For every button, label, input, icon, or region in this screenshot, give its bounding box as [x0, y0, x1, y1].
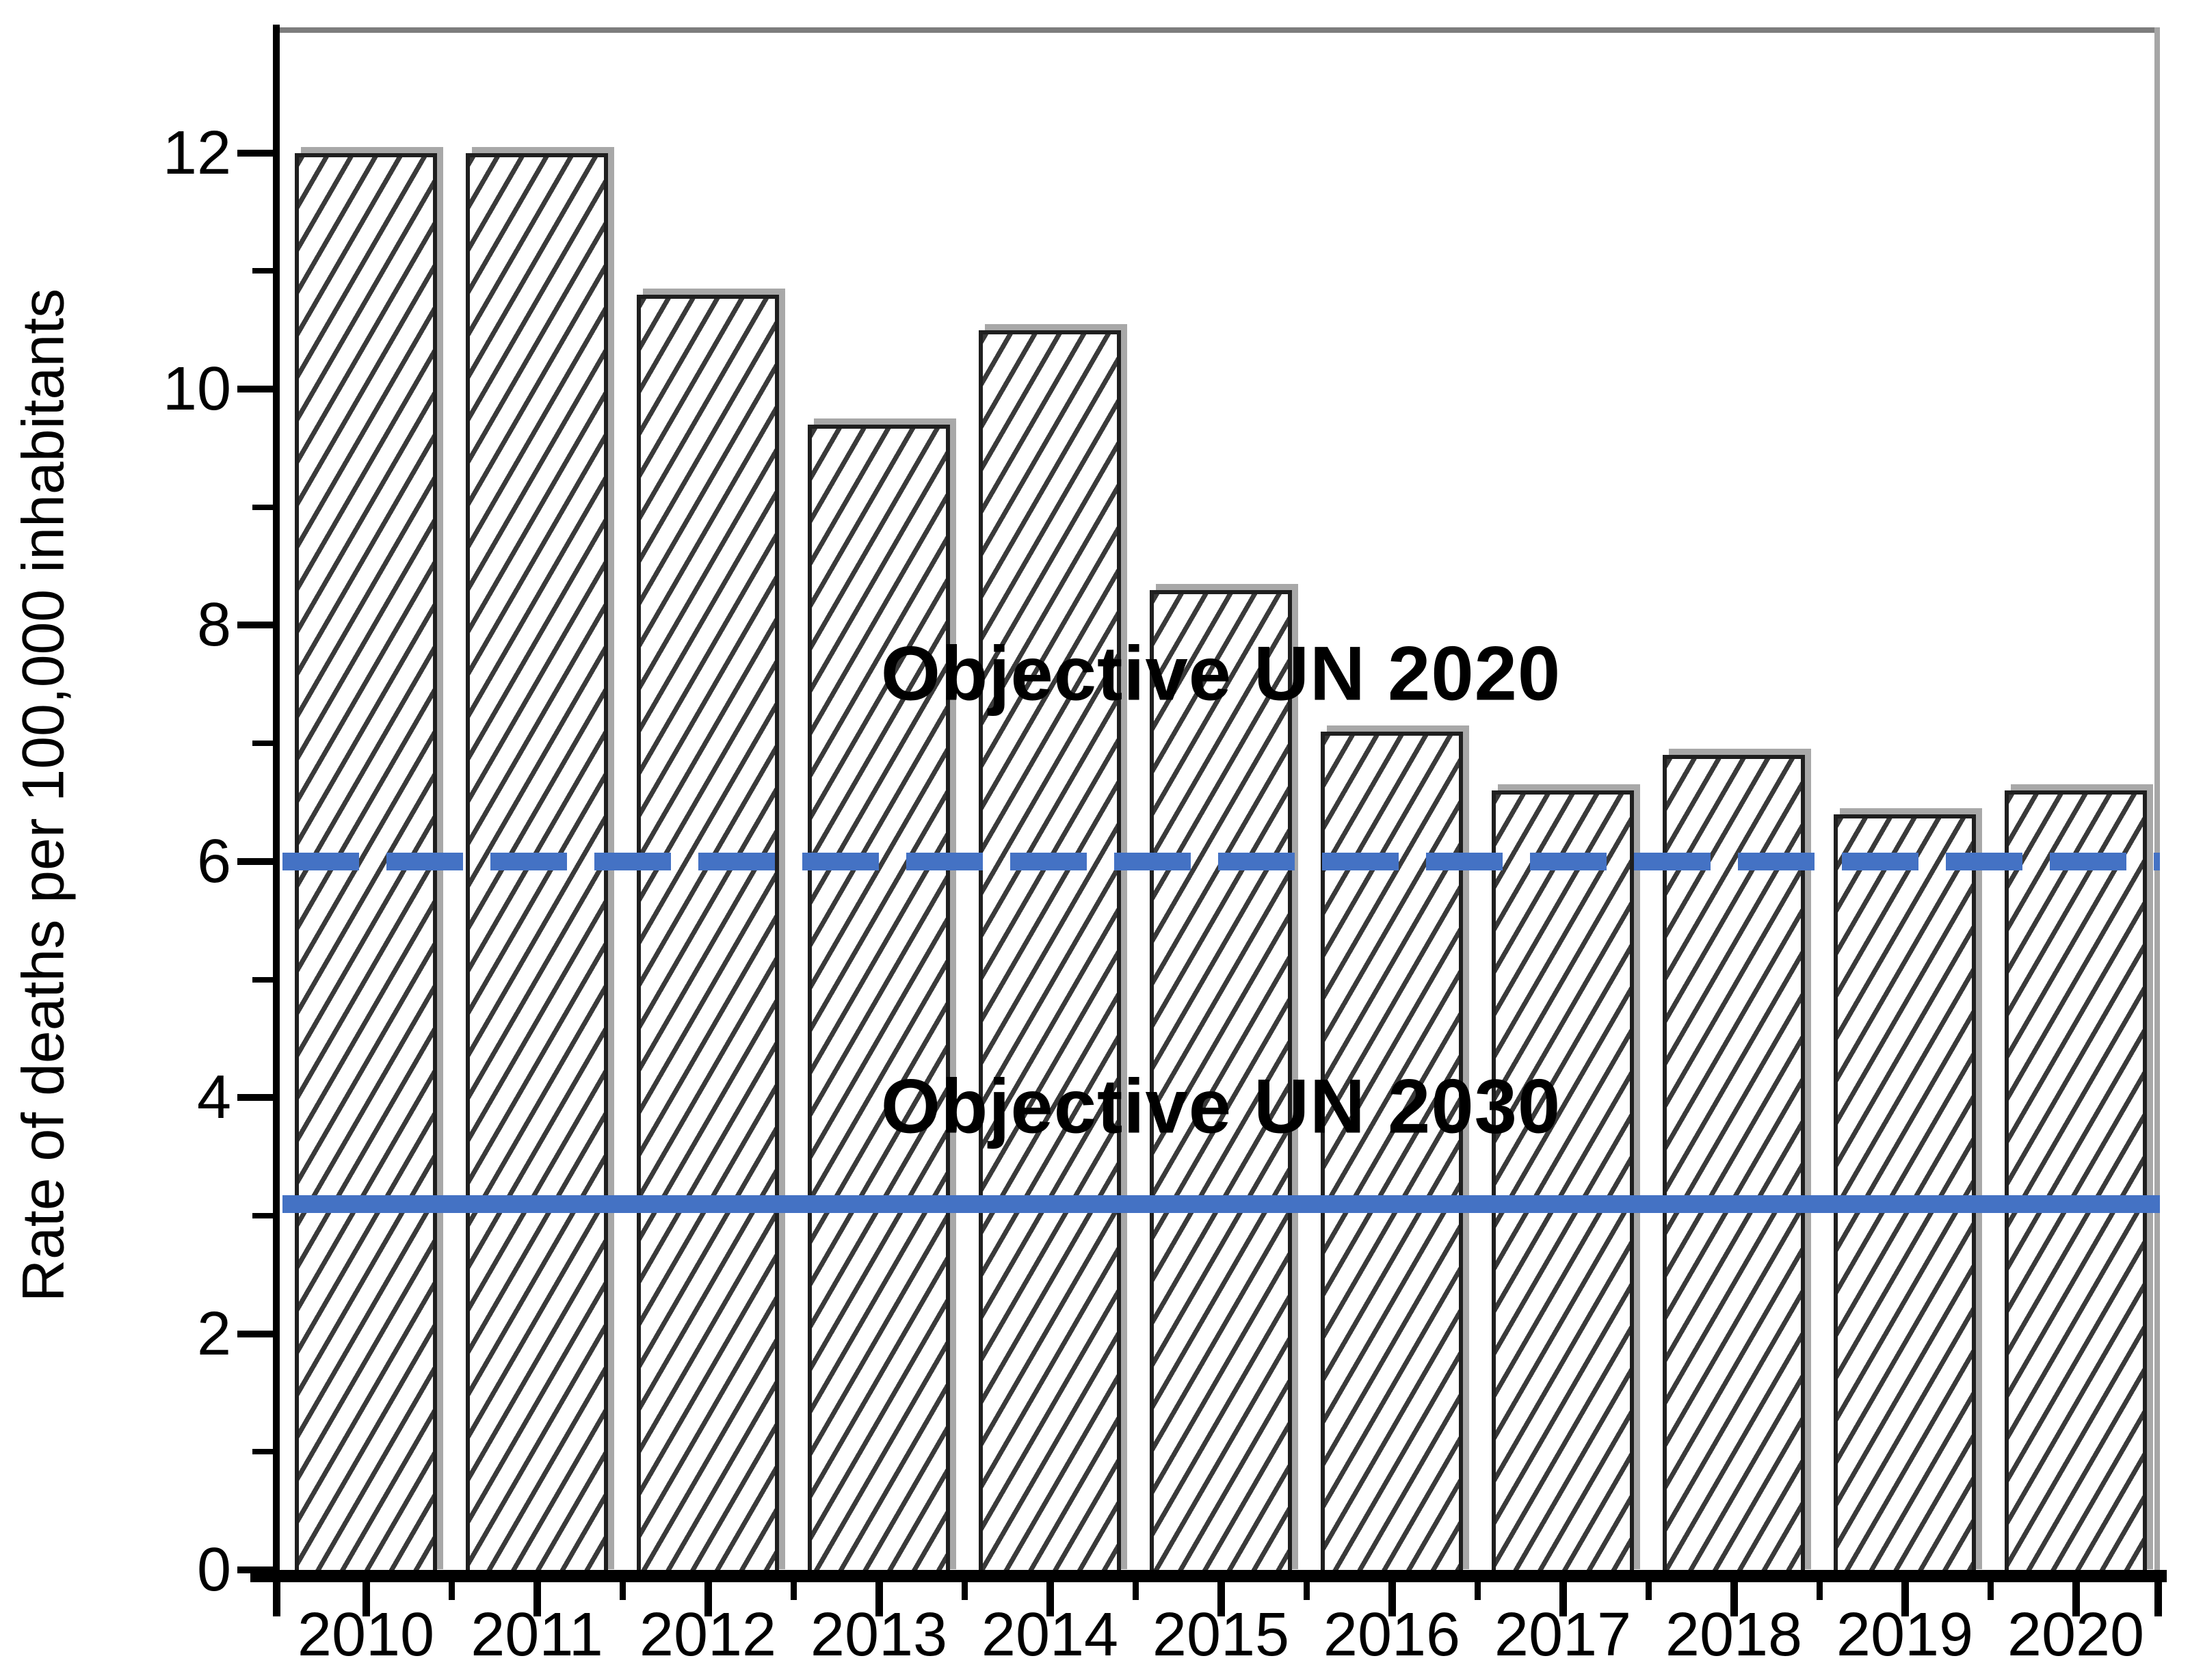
- y-axis-minor-tick-5: [252, 976, 273, 983]
- x-axis-minor-tick-2012-2013: [791, 1579, 797, 1600]
- bar-2017: [1492, 790, 1634, 1575]
- y-axis-major-tick-6: [237, 857, 273, 865]
- x-axis-tick-label-2014: 2014: [981, 1601, 1119, 1669]
- x-axis-minor-tick-2014-2015: [1133, 1579, 1139, 1600]
- x-axis-minor-tick-2018-2019: [1817, 1579, 1823, 1600]
- y-axis-minor-tick-1: [252, 1449, 273, 1455]
- x-axis-tick-label-2018: 2018: [1665, 1601, 1803, 1669]
- objective-un-2030-label: Objective UN 2030: [880, 1063, 1561, 1149]
- x-axis-tick-label-2016: 2016: [1323, 1601, 1461, 1669]
- x-axis-minor-tick-2011-2012: [620, 1579, 626, 1600]
- x-axis-tick-label-2015: 2015: [1152, 1601, 1290, 1669]
- x-axis-line: [250, 1570, 2167, 1582]
- bar-2014: [979, 330, 1121, 1575]
- bar-2013: [808, 425, 950, 1575]
- x-axis-major-tick-2020: [2072, 1579, 2080, 1616]
- bar-2018: [1663, 755, 1805, 1575]
- y-axis-minor-tick-11: [252, 268, 273, 274]
- y-axis-line: [273, 25, 280, 1605]
- plot-frame-right: [2154, 27, 2160, 1582]
- x-axis-tick-label-2012: 2012: [639, 1601, 777, 1669]
- y-axis-title: Rate of deaths per 100,000 inhabitants: [10, 288, 77, 1303]
- y-axis-minor-tick-3: [252, 1212, 273, 1218]
- x-axis-tick-label-2019: 2019: [1836, 1601, 1974, 1669]
- x-axis-tick-label-2011: 2011: [471, 1601, 603, 1669]
- x-axis-minor-tick-2017-2018: [1646, 1579, 1652, 1600]
- y-axis-tick-label-12: 12: [162, 118, 231, 187]
- x-axis-minor-tick-2015-2016: [1304, 1579, 1310, 1600]
- y-axis-tick-label-6: 6: [196, 827, 231, 896]
- objective-un-2020-label: Objective UN 2020: [880, 630, 1561, 717]
- x-axis-tick-label-2017: 2017: [1494, 1601, 1632, 1669]
- bar-2019: [1834, 814, 1976, 1575]
- y-axis-major-tick-10: [237, 386, 273, 392]
- x-axis-major-tick-2019: [1901, 1579, 1909, 1616]
- bar-2020: [2005, 790, 2147, 1575]
- y-axis-minor-tick-7: [252, 741, 273, 747]
- objective-line-un-2020: [282, 852, 2160, 870]
- x-axis-minor-tick-2013-2014: [962, 1579, 968, 1600]
- objective-line-un-2030: [282, 1195, 2160, 1213]
- x-axis-major-tick-2014: [1046, 1579, 1054, 1616]
- plot-frame-top: [273, 27, 2160, 33]
- x-axis-major-tick-2017: [1559, 1579, 1567, 1616]
- y-axis-tick-label-8: 8: [196, 591, 231, 660]
- x-axis-major-tick-2012: [704, 1579, 712, 1616]
- y-axis-minor-tick-9: [252, 504, 273, 510]
- x-axis-minor-tick-2019-2020: [1988, 1579, 1994, 1600]
- x-axis-end-tick-left: [273, 1579, 280, 1616]
- y-axis-tick-label-2: 2: [196, 1299, 231, 1368]
- x-axis-major-tick-2018: [1730, 1579, 1738, 1616]
- bar-2012: [637, 295, 779, 1575]
- x-axis-tick-label-2013: 2013: [810, 1601, 948, 1669]
- bar-2015: [1150, 590, 1292, 1575]
- x-axis-major-tick-2015: [1217, 1579, 1225, 1616]
- y-axis-major-tick-8: [237, 622, 273, 629]
- x-axis-major-tick-2011: [533, 1579, 541, 1616]
- x-axis-minor-tick-2016-2017: [1475, 1579, 1481, 1600]
- bar-2016: [1321, 732, 1463, 1575]
- y-axis-major-tick-2: [237, 1330, 273, 1337]
- y-axis-tick-label-4: 4: [196, 1063, 231, 1132]
- x-axis-major-tick-2016: [1388, 1579, 1396, 1616]
- x-axis-major-tick-2010: [362, 1579, 370, 1616]
- y-axis-major-tick-4: [237, 1094, 273, 1102]
- y-axis-tick-label-10: 10: [162, 355, 231, 423]
- x-axis-tick-label-2020: 2020: [2007, 1601, 2145, 1669]
- x-axis-tick-label-2010: 2010: [297, 1601, 435, 1669]
- x-axis-end-tick-right: [2154, 1579, 2162, 1616]
- y-axis-major-tick-12: [237, 149, 273, 157]
- x-axis-major-tick-2013: [875, 1579, 883, 1616]
- y-axis-tick-label-0: 0: [196, 1536, 231, 1604]
- x-axis-minor-tick-2010-2011: [449, 1579, 455, 1600]
